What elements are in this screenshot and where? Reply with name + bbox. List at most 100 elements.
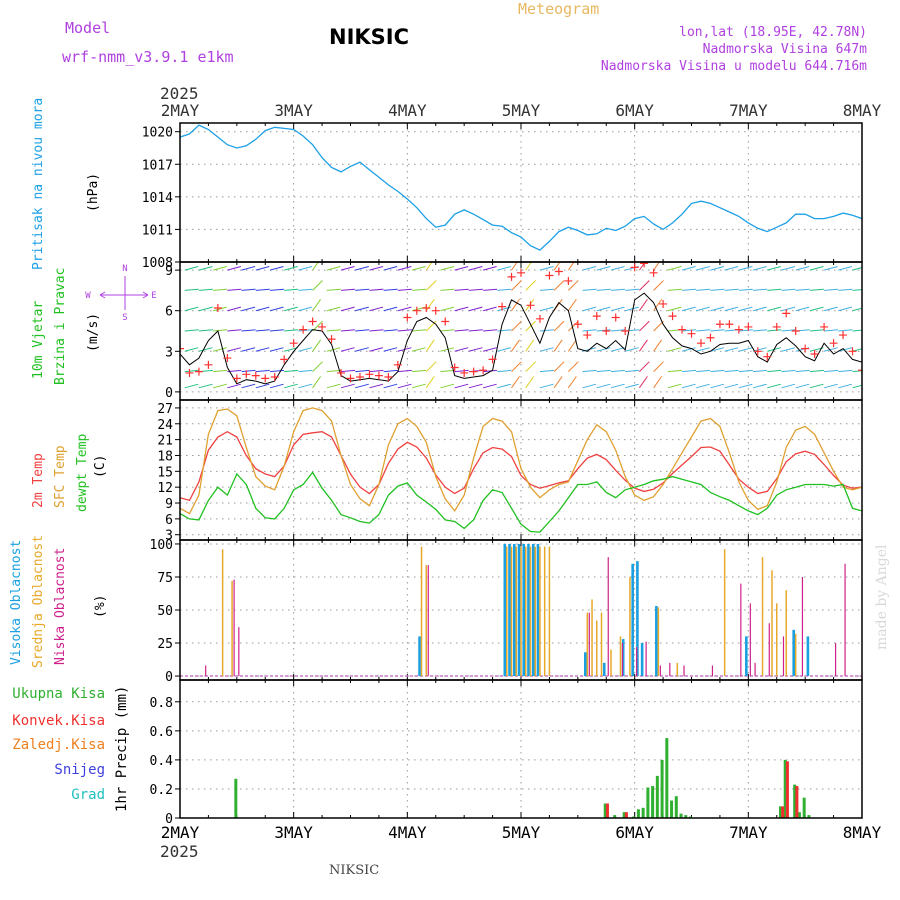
x-tick-label-top: 6MAY bbox=[615, 101, 654, 120]
y-tick-label: 1008 bbox=[142, 256, 173, 271]
wind-arrow bbox=[738, 329, 753, 332]
compass-e: E bbox=[151, 291, 156, 301]
wind-gust-marker bbox=[829, 339, 838, 348]
precip-unit: 1hr Precip (mm) bbox=[114, 686, 130, 812]
y-tick-label: 0.4 bbox=[150, 754, 174, 769]
cloud-bar bbox=[768, 623, 770, 677]
wind-arrow bbox=[823, 383, 838, 389]
wind-arrow bbox=[638, 298, 648, 311]
cloud-bar bbox=[621, 643, 624, 677]
precip-bar bbox=[605, 803, 609, 818]
y-tick-label: 75 bbox=[157, 571, 173, 586]
x-tick-label-bottom: 7MAY bbox=[729, 823, 768, 842]
wind-arrow bbox=[412, 369, 427, 373]
wind-arrow bbox=[255, 347, 270, 352]
wind-arrow bbox=[184, 329, 199, 332]
product-title: Meteogram bbox=[518, 0, 599, 18]
y-tick-label: 21 bbox=[157, 434, 173, 449]
compass-w: W bbox=[85, 291, 91, 301]
wind-arrow bbox=[795, 369, 810, 373]
wind-arrow bbox=[298, 329, 313, 332]
wind-arrow bbox=[497, 383, 511, 389]
wind-label-b: Brzina i Pravac bbox=[53, 268, 68, 385]
wind-arrow bbox=[539, 369, 554, 373]
wind-arrow bbox=[326, 266, 341, 271]
wind-arrow bbox=[397, 266, 412, 271]
precip-bar bbox=[613, 815, 617, 818]
wind-gust-marker bbox=[554, 267, 563, 276]
wind-gust-marker bbox=[564, 276, 573, 285]
wind-arrow bbox=[724, 288, 739, 291]
wind-gust-marker bbox=[621, 327, 630, 335]
high-cloud-label: Visoka Oblacnost bbox=[9, 540, 24, 665]
cloud-bar bbox=[610, 649, 612, 677]
cloud-bar bbox=[527, 543, 530, 677]
wind-arrow bbox=[610, 329, 625, 332]
wind-arrow bbox=[227, 306, 242, 312]
wind-arrow bbox=[738, 266, 753, 271]
wind-arrow bbox=[184, 369, 199, 373]
wind-arrow bbox=[752, 383, 767, 389]
x-tick-label-top: 3MAY bbox=[274, 101, 313, 120]
x-tick-label-bottom: 4MAY bbox=[388, 823, 427, 842]
wind-gust-marker bbox=[412, 306, 421, 315]
precip-bar bbox=[783, 759, 787, 818]
cloud-bar bbox=[645, 641, 647, 677]
wind-gust-marker bbox=[242, 370, 251, 379]
wind-arrow bbox=[468, 288, 483, 291]
station-title: NIKSIC bbox=[329, 25, 409, 49]
wind-arrow bbox=[468, 383, 483, 389]
year-top: 2025 bbox=[160, 84, 199, 103]
wind-arrow bbox=[525, 376, 535, 389]
wind-gust-marker bbox=[355, 373, 364, 381]
temp-unit: (C) bbox=[93, 455, 108, 478]
wind-arrow bbox=[639, 280, 650, 291]
wind-arrow bbox=[468, 347, 483, 352]
wind-arrow bbox=[696, 369, 711, 373]
wind-arrow bbox=[767, 369, 782, 373]
precip-bar bbox=[660, 759, 664, 818]
precip-bar bbox=[797, 812, 801, 818]
y-tick-label: 27 bbox=[157, 402, 173, 417]
wind-arrow bbox=[241, 306, 256, 312]
wind-gust-marker bbox=[517, 268, 525, 277]
y-tick-label: 25 bbox=[157, 637, 173, 652]
wind-arrow bbox=[753, 369, 768, 373]
y-tick-label: 6 bbox=[165, 513, 173, 528]
wind-arrow bbox=[284, 306, 298, 312]
wind-arrow bbox=[269, 347, 284, 352]
wind-arrow bbox=[567, 339, 577, 352]
wind-gust-marker bbox=[422, 304, 431, 312]
y-tick-label: 9 bbox=[165, 264, 173, 279]
wind-arrow bbox=[838, 347, 852, 352]
wind-arrow bbox=[213, 266, 227, 271]
wind-arrow bbox=[497, 266, 511, 271]
wind-arrow bbox=[553, 361, 565, 372]
wind-gust-marker bbox=[327, 335, 336, 344]
wind-arrow bbox=[553, 262, 561, 271]
precip-bar bbox=[641, 807, 645, 818]
wind-arrow bbox=[625, 288, 640, 291]
wind-arrow bbox=[241, 347, 256, 352]
wind-arrow bbox=[255, 288, 270, 291]
cloud-bar bbox=[588, 612, 590, 677]
wind-arrow bbox=[369, 369, 384, 373]
wind-arrow bbox=[638, 262, 646, 271]
wind-gust-marker bbox=[763, 352, 772, 361]
wind-arrow bbox=[539, 383, 554, 389]
wind-arrow bbox=[425, 262, 433, 271]
wind-arrow bbox=[298, 347, 313, 352]
wind-arrow bbox=[340, 306, 355, 312]
wind-arrow bbox=[738, 306, 753, 312]
wind-arrow bbox=[824, 369, 839, 373]
wind-arrow bbox=[752, 347, 767, 352]
cloud-bar bbox=[806, 636, 810, 677]
wind-arrow bbox=[738, 288, 753, 291]
wind-gust-marker bbox=[460, 368, 469, 377]
wind-gust-marker bbox=[498, 302, 507, 311]
wind-arrow bbox=[355, 369, 370, 373]
wind-arrow bbox=[355, 306, 369, 312]
wind-arrow bbox=[255, 329, 270, 332]
wind-arrow bbox=[411, 383, 426, 389]
wind-arrow bbox=[653, 361, 664, 372]
